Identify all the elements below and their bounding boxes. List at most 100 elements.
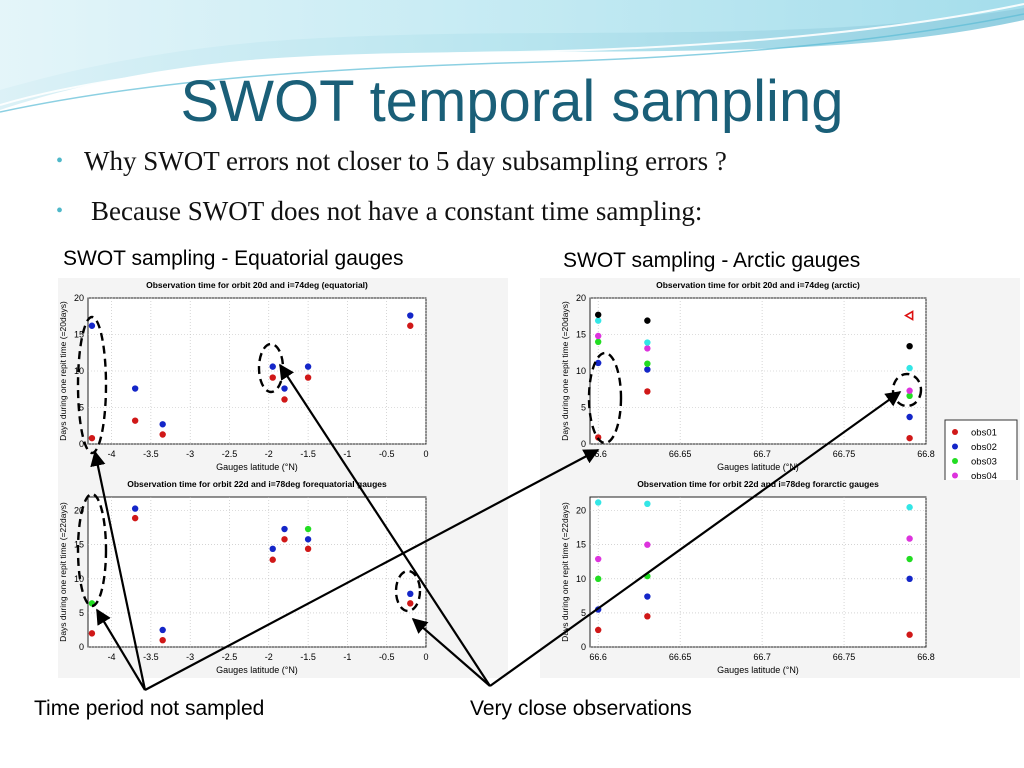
legend-label: obs02	[971, 442, 997, 453]
data-point-obs02	[407, 312, 414, 319]
x-tick-label: -3	[186, 449, 194, 459]
data-point-obs02	[304, 536, 312, 543]
x-tick-label: -0.5	[379, 449, 395, 459]
x-tick-label: -1	[343, 449, 351, 459]
data-point-obs05	[594, 317, 602, 324]
x-tick-label: 66.65	[669, 449, 692, 459]
legend-label: obs04	[971, 471, 997, 482]
data-point-obs01	[159, 431, 166, 438]
y-tick-label: 20	[576, 293, 586, 303]
data-point-obs01	[131, 417, 139, 424]
data-point-obs01	[644, 388, 651, 395]
data-point-obs02	[906, 413, 913, 421]
y-tick-label: 5	[581, 608, 586, 618]
y-axis-label: Days during one repit time (=22days)	[58, 502, 68, 642]
data-point-obs02	[906, 575, 913, 583]
legend-label: obs03	[971, 457, 997, 468]
bullet-dot-icon: •	[56, 200, 64, 222]
dashed-highlight-ellipse	[587, 351, 623, 445]
y-tick-label: 15	[74, 330, 84, 340]
x-tick-label: -2	[265, 449, 273, 459]
x-tick-label: -0.5	[379, 652, 395, 662]
dashed-highlight-ellipse	[394, 569, 422, 613]
caption-arctic: SWOT sampling - Arctic gauges	[563, 249, 861, 272]
data-point-obs02	[407, 590, 414, 598]
x-tick-label: 66.7	[753, 449, 771, 459]
y-tick-label: 15	[576, 540, 586, 550]
x-tick-label: -3.5	[143, 652, 159, 662]
x-tick-label: 66.75	[833, 652, 856, 662]
x-tick-label: -1.5	[300, 449, 316, 459]
data-point-obs04	[594, 555, 602, 563]
y-tick-label: 10	[576, 366, 586, 376]
data-point-obs01	[269, 374, 276, 381]
annotation-close-observations: Very close observations	[470, 697, 692, 720]
bullet-text-2: Because SWOT does not have a constant ti…	[91, 196, 703, 226]
data-point-obs01	[281, 396, 288, 403]
annotation-not-sampled: Time period not sampled	[34, 697, 265, 720]
y-axis-label: Days during one repit time (=20days)	[58, 301, 68, 441]
y-tick-label: 5	[581, 403, 586, 413]
x-axis-label: Gauges latitude (°N)	[216, 462, 298, 472]
data-point-obs02	[88, 322, 96, 329]
annotation-arrow	[144, 449, 600, 691]
x-tick-label: 0	[423, 449, 428, 459]
annotation-arrow	[411, 617, 491, 687]
data-point-obs01	[304, 545, 312, 553]
plot-area-frame	[589, 496, 927, 648]
bullet-item-2: • Because SWOT does not have a constant …	[56, 196, 703, 227]
y-tick-label: 15	[74, 540, 84, 550]
chart-title: Observation time for orbit 22d and i=78d…	[127, 479, 387, 489]
data-point-obs01	[906, 434, 913, 442]
caption-equatorial: SWOT sampling - Equatorial gauges	[63, 247, 404, 270]
legend-label: obs01	[971, 428, 997, 439]
y-tick-label: 10	[576, 574, 586, 584]
data-point-obs02	[159, 626, 166, 634]
data-point-obs06	[644, 317, 651, 324]
y-tick-label: 20	[74, 293, 84, 303]
x-tick-label: -3.5	[143, 449, 159, 459]
y-tick-label: 15	[576, 330, 586, 340]
data-point-obs02	[131, 385, 139, 392]
x-axis-label: Gauges latitude (°N)	[717, 665, 799, 675]
data-point-obs01	[281, 536, 288, 543]
data-point-obs05	[906, 504, 913, 511]
data-point-obs02	[644, 366, 651, 373]
data-point-obs01	[88, 630, 96, 637]
data-point-obs05	[644, 500, 651, 508]
legend-marker	[952, 458, 958, 464]
data-point-obs02	[644, 593, 651, 600]
y-tick-label: 0	[79, 439, 84, 449]
slide-title: SWOT temporal sampling	[180, 69, 844, 134]
data-point-obs01	[906, 631, 913, 638]
data-point-obs01	[304, 374, 312, 381]
x-axis-label: Gauges latitude (°N)	[216, 665, 298, 675]
data-point-obs04	[906, 387, 913, 394]
x-tick-label: 66.75	[833, 449, 856, 459]
data-point-obs01	[269, 556, 276, 563]
y-tick-label: 0	[581, 642, 586, 652]
data-point-obs02	[269, 363, 276, 370]
y-tick-label: 20	[576, 506, 586, 516]
data-point-obs03	[594, 338, 602, 345]
y-tick-label: 5	[79, 608, 84, 618]
dashed-highlight-ellipse	[891, 372, 923, 408]
bullet-text-1: Why SWOT errors not closer to 5 day subs…	[84, 146, 727, 176]
data-point-obs05	[906, 364, 913, 372]
x-tick-label: 66.8	[917, 449, 935, 459]
plot-area-frame	[87, 496, 427, 648]
data-point-obs05	[644, 339, 651, 346]
legend-marker	[952, 472, 958, 479]
x-tick-label: 66.8	[917, 652, 935, 662]
chart-title: Observation time for orbit 22d and i=78d…	[637, 479, 879, 489]
data-point-obs04	[644, 345, 651, 352]
x-tick-label: -1	[343, 652, 351, 662]
data-point-obs05	[594, 499, 602, 506]
legend-marker	[952, 429, 958, 435]
data-point-obs03	[304, 525, 312, 533]
x-tick-label: -2.5	[222, 652, 238, 662]
annotation-arrow	[96, 608, 146, 691]
data-point-obs02	[269, 545, 276, 553]
y-axis-label: Days during one repit time (=20days)	[560, 301, 570, 441]
